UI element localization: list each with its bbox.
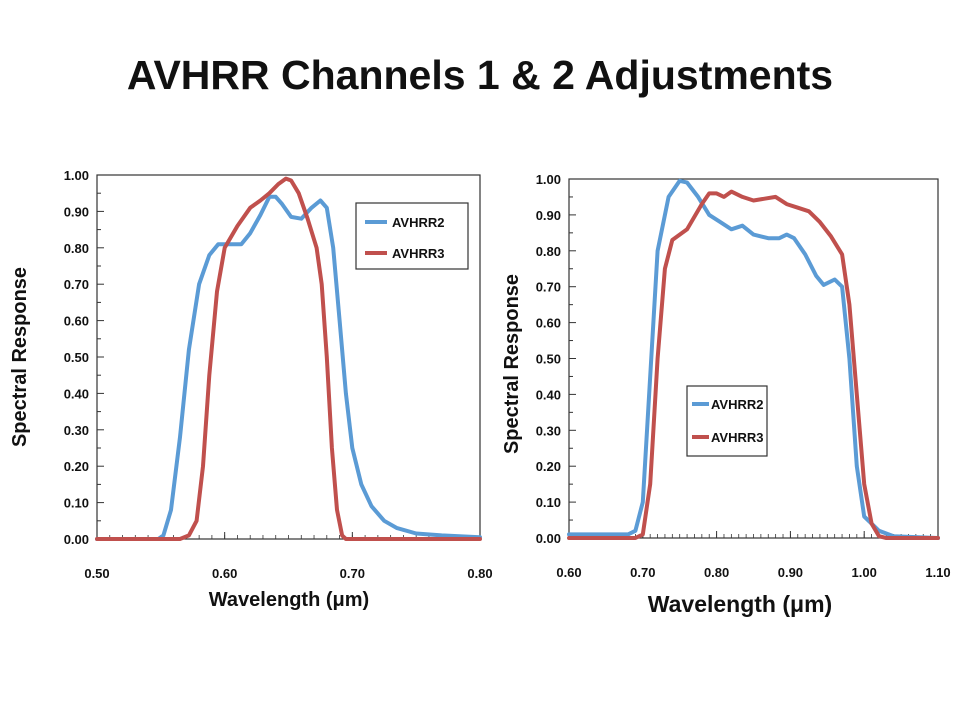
legend-label-avhrr2: AVHRR2 xyxy=(392,215,445,230)
y-tick-label: 0.20 xyxy=(536,459,561,474)
x-tick-label: 0.80 xyxy=(467,566,492,581)
legend-box xyxy=(355,202,469,270)
y-tick-label: 0.00 xyxy=(64,532,89,547)
y-tick-label: 0.40 xyxy=(536,387,561,402)
series-line-avhrr3 xyxy=(567,189,940,540)
legend-label-avhrr3: AVHRR3 xyxy=(392,246,445,261)
x-axis-title: Wavelength (μm) xyxy=(648,591,832,617)
series-group xyxy=(567,178,940,540)
y-tick-label: 0.20 xyxy=(64,459,89,474)
slide-title: AVHRR Channels 1 & 2 Adjustments xyxy=(126,52,834,98)
y-tick-label: 0.10 xyxy=(64,496,89,511)
y-axis-title: Spectral Response xyxy=(9,267,31,447)
x-tick-label: 0.50 xyxy=(84,566,109,581)
x-tick-label: 0.80 xyxy=(704,565,729,580)
y-tick-label: 0.30 xyxy=(64,423,89,438)
y-tick-label: 0.10 xyxy=(536,495,561,510)
series-line-avhrr2 xyxy=(567,178,940,540)
y-tick-label: 1.00 xyxy=(64,168,89,183)
legend-box xyxy=(686,385,768,457)
y-tick-label: 0.80 xyxy=(536,244,561,259)
y-tick-label: 0.50 xyxy=(64,350,89,365)
x-tick-label: 0.60 xyxy=(212,566,237,581)
x-tick-label: 1.10 xyxy=(925,565,950,580)
x-tick-label: 0.70 xyxy=(630,565,655,580)
series-line-avhrr3 xyxy=(95,176,482,541)
y-axis: 0.00 0.10 0.20 0.30 0.40 0.50 0.60 0.70 0.80 0.90… xyxy=(64,168,104,547)
y-tick-label: 0.60 xyxy=(536,316,561,331)
legend-label-avhrr3: AVHRR3 xyxy=(711,430,764,445)
y-tick-label: 1.00 xyxy=(536,172,561,187)
y-tick-label: 0.90 xyxy=(64,204,89,219)
legend: AVHRR2 AVHRR3 xyxy=(355,202,469,270)
y-tick-label: 0.60 xyxy=(64,314,89,329)
y-tick-label: 0.00 xyxy=(536,531,561,546)
x-tick-label: 0.90 xyxy=(778,565,803,580)
y-tick-label: 0.50 xyxy=(536,352,561,367)
y-tick-label: 0.70 xyxy=(64,277,89,292)
y-tick-label: 0.90 xyxy=(536,208,561,223)
y-axis-title: Spectral Response xyxy=(501,274,523,454)
y-tick-label: 0.70 xyxy=(536,280,561,295)
legend: AVHRR2 AVHRR3 xyxy=(686,385,768,457)
y-tick-label: 0.80 xyxy=(64,241,89,256)
x-tick-label: 0.70 xyxy=(340,566,365,581)
x-tick-label: 0.60 xyxy=(556,565,581,580)
y-tick-label: 0.30 xyxy=(536,423,561,438)
y-axis: 0.00 0.10 0.20 0.30 0.40 0.50 0.60 0.70 0.80 0.90… xyxy=(536,172,576,546)
x-tick-label: 1.00 xyxy=(852,565,877,580)
y-tick-label: 0.40 xyxy=(64,386,89,401)
legend-label-avhrr2: AVHRR2 xyxy=(711,397,764,412)
series-group xyxy=(95,176,482,541)
series-line-avhrr2 xyxy=(95,194,482,541)
x-axis-title: Wavelength (μm) xyxy=(209,589,369,611)
